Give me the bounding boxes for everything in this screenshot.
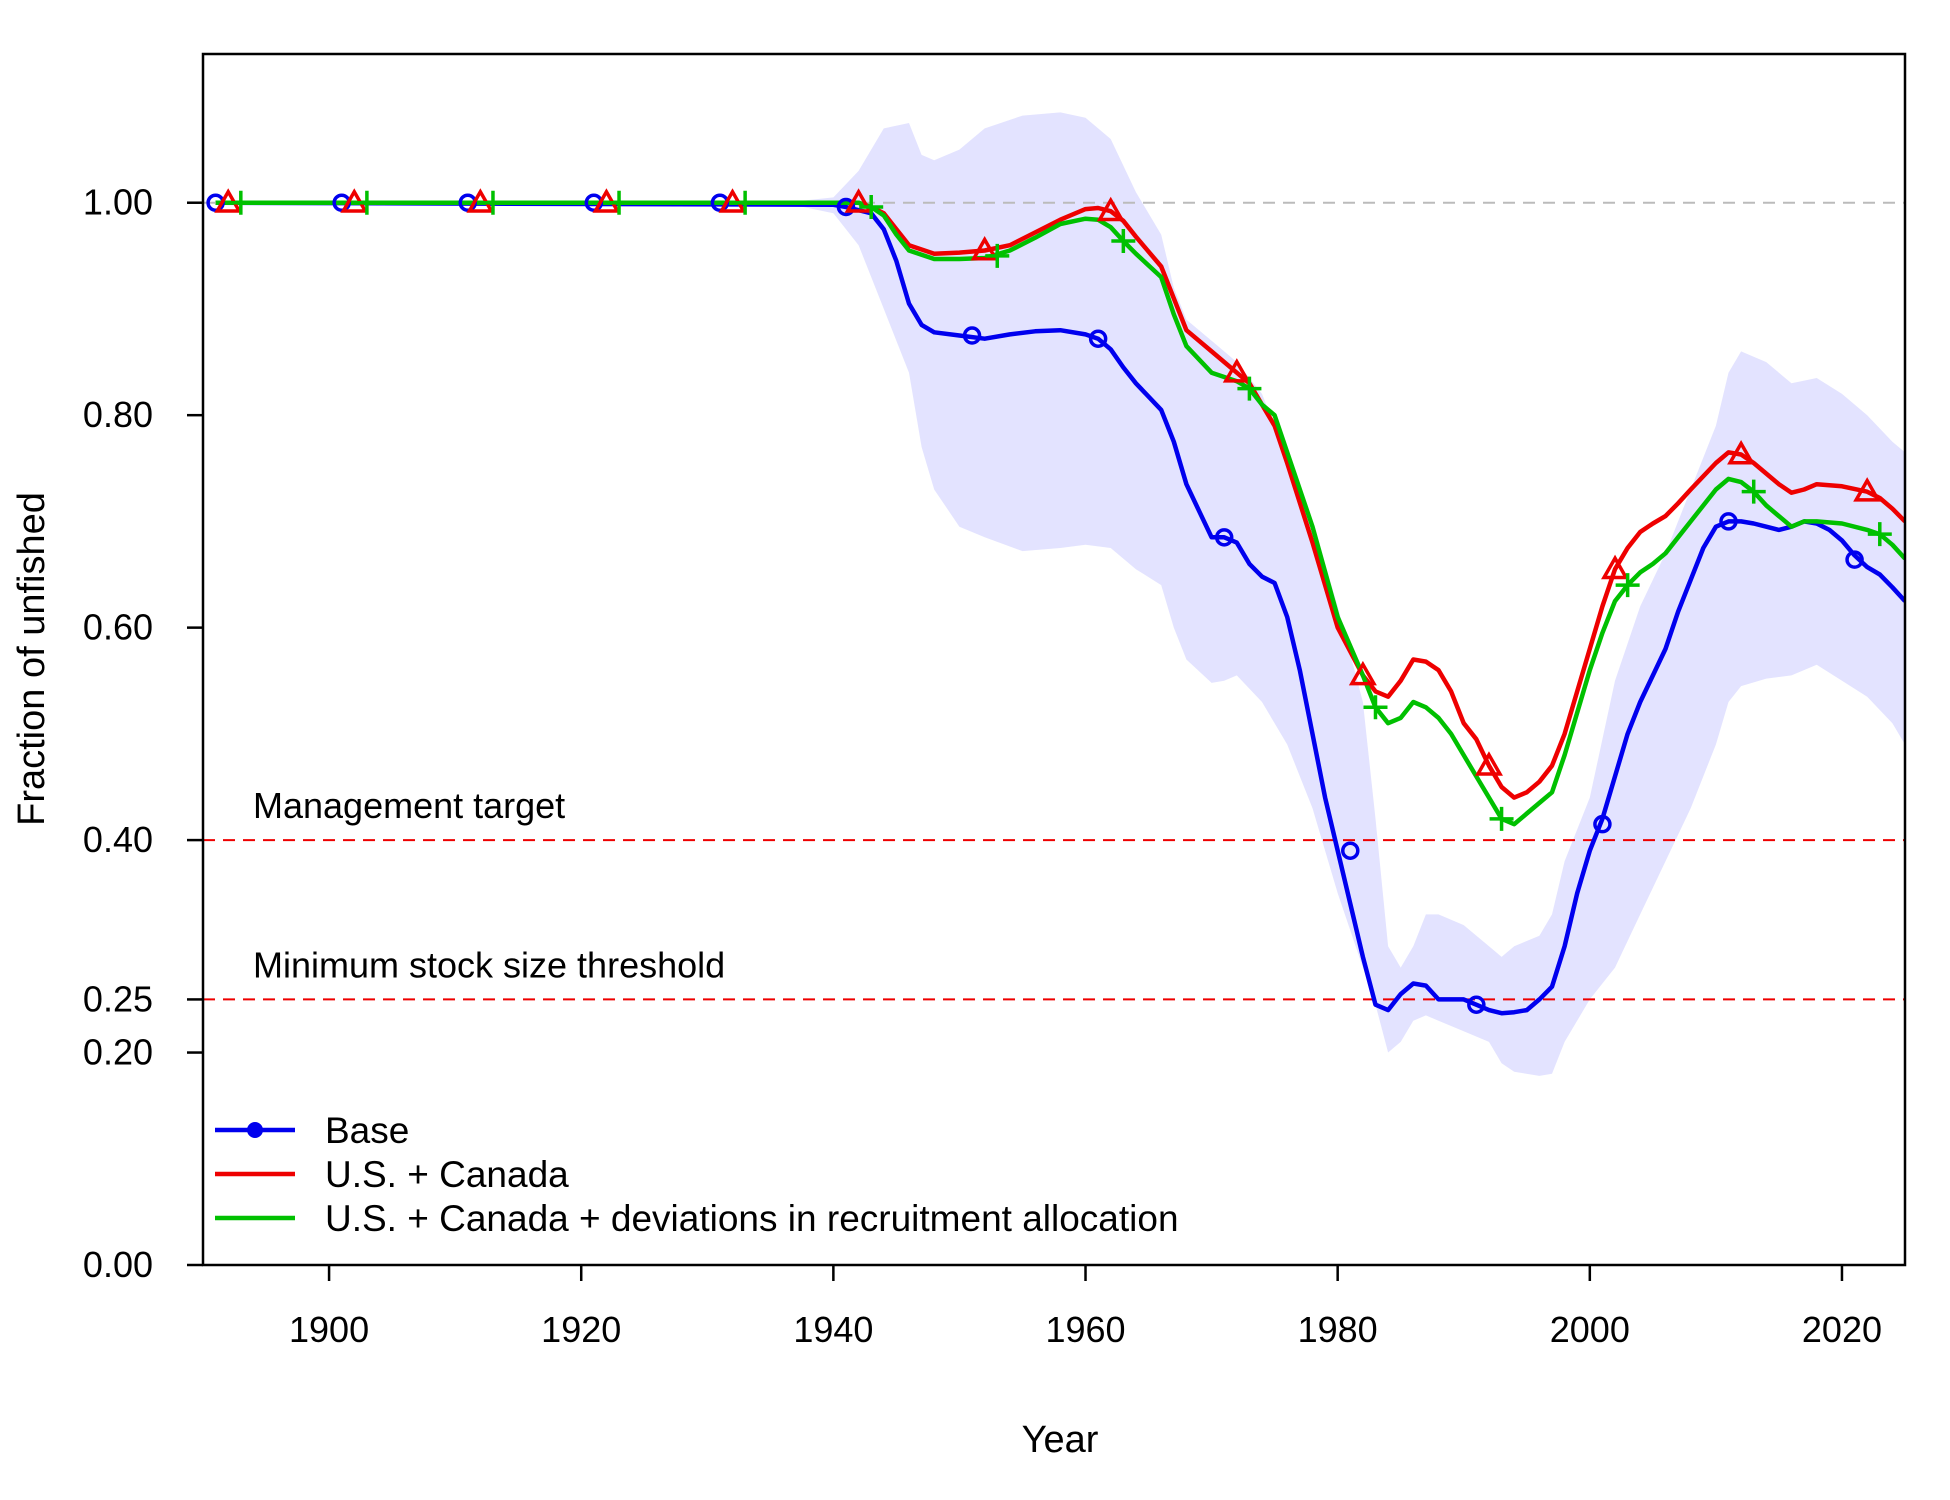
us-canada-dev-marker	[733, 190, 758, 215]
us-canada-dev-series-line	[215, 200, 1905, 827]
y-tick-label: 0.60	[83, 607, 153, 648]
us-canada-dev-marker	[1363, 695, 1388, 720]
base-marker	[1719, 512, 1738, 531]
minimum-stock-threshold-label: Minimum stock size threshold	[253, 944, 725, 985]
x-tick-label: 1940	[793, 1309, 873, 1350]
us-canada-marker	[844, 188, 873, 213]
us-canada-dev-marker	[985, 243, 1010, 268]
us-canada-dev-marker	[1741, 479, 1766, 504]
axes-layer: 1900 1920 1940 1960 1980 2000 2020 0.00 0.20 0.25…	[83, 182, 1882, 1350]
y-axis-label: Fraction of unfished	[11, 492, 53, 826]
management-target-label: Management target	[253, 785, 565, 826]
plot-frame	[201, 52, 1907, 1267]
legend-label: Base	[325, 1110, 409, 1151]
us-canada-dev-marker	[228, 190, 253, 215]
us-canada-dev-marker	[480, 190, 505, 215]
confidence-ribbon-layer	[215, 112, 1905, 1076]
y-tick-label: 0.80	[83, 394, 153, 435]
y-tick-label: 0.20	[83, 1032, 153, 1073]
y-tick-label: 0.00	[83, 1244, 153, 1285]
us-canada-marker	[1222, 358, 1251, 383]
base-marker	[836, 197, 856, 217]
x-axis-label: Year	[1022, 1419, 1099, 1461]
us-canada-dev-marker	[1489, 806, 1514, 831]
reference-labels-layer: Management target Minimum stock size thre…	[253, 785, 725, 985]
base-series-line	[215, 200, 1905, 1016]
us-canada-dev-marker	[1615, 573, 1640, 598]
us-canada-marker	[1474, 751, 1503, 776]
legend-marker	[247, 1122, 263, 1138]
base-marker	[1214, 528, 1234, 547]
us-canada-dev-marker	[354, 190, 379, 215]
x-tick-label: 2020	[1802, 1309, 1882, 1350]
y-tick-label: 1.00	[83, 182, 153, 223]
x-tick-label: 1960	[1045, 1309, 1125, 1350]
base-marker	[1341, 841, 1360, 860]
us-canada-marker	[1853, 477, 1882, 502]
x-tick-label: 2000	[1550, 1309, 1630, 1350]
base-marker	[962, 326, 982, 345]
us-canada-dev-marker	[1237, 376, 1262, 401]
base-marker	[1467, 995, 1486, 1014]
us-canada-marker	[970, 235, 999, 261]
legend-label: U.S. + Canada	[325, 1154, 569, 1195]
x-tick-label: 1900	[289, 1309, 369, 1350]
us-canada-marker	[1096, 196, 1125, 222]
us-canada-dev-marker	[1867, 522, 1892, 547]
x-tick-label: 1920	[541, 1309, 621, 1350]
base-marker	[1593, 814, 1612, 834]
us-canada-dev-marker	[1111, 228, 1136, 253]
y-tick-label: 0.25	[83, 978, 153, 1019]
y-tick-label: 0.40	[83, 819, 153, 860]
us-canada-marker	[1601, 554, 1630, 580]
us-canada-dev-marker	[859, 194, 884, 219]
legend-label: U.S. + Canada + deviations in recruitmen…	[325, 1198, 1179, 1239]
x-tick-label: 1980	[1298, 1309, 1378, 1350]
base-confidence-ribbon	[215, 112, 1905, 1076]
us-canada-marker	[1348, 660, 1377, 686]
series-markers-layer	[206, 188, 1892, 1014]
us-canada-marker	[1727, 439, 1756, 465]
base-marker	[1845, 550, 1864, 569]
us-canada-dev-marker	[607, 190, 632, 215]
base-marker	[1088, 329, 1108, 348]
